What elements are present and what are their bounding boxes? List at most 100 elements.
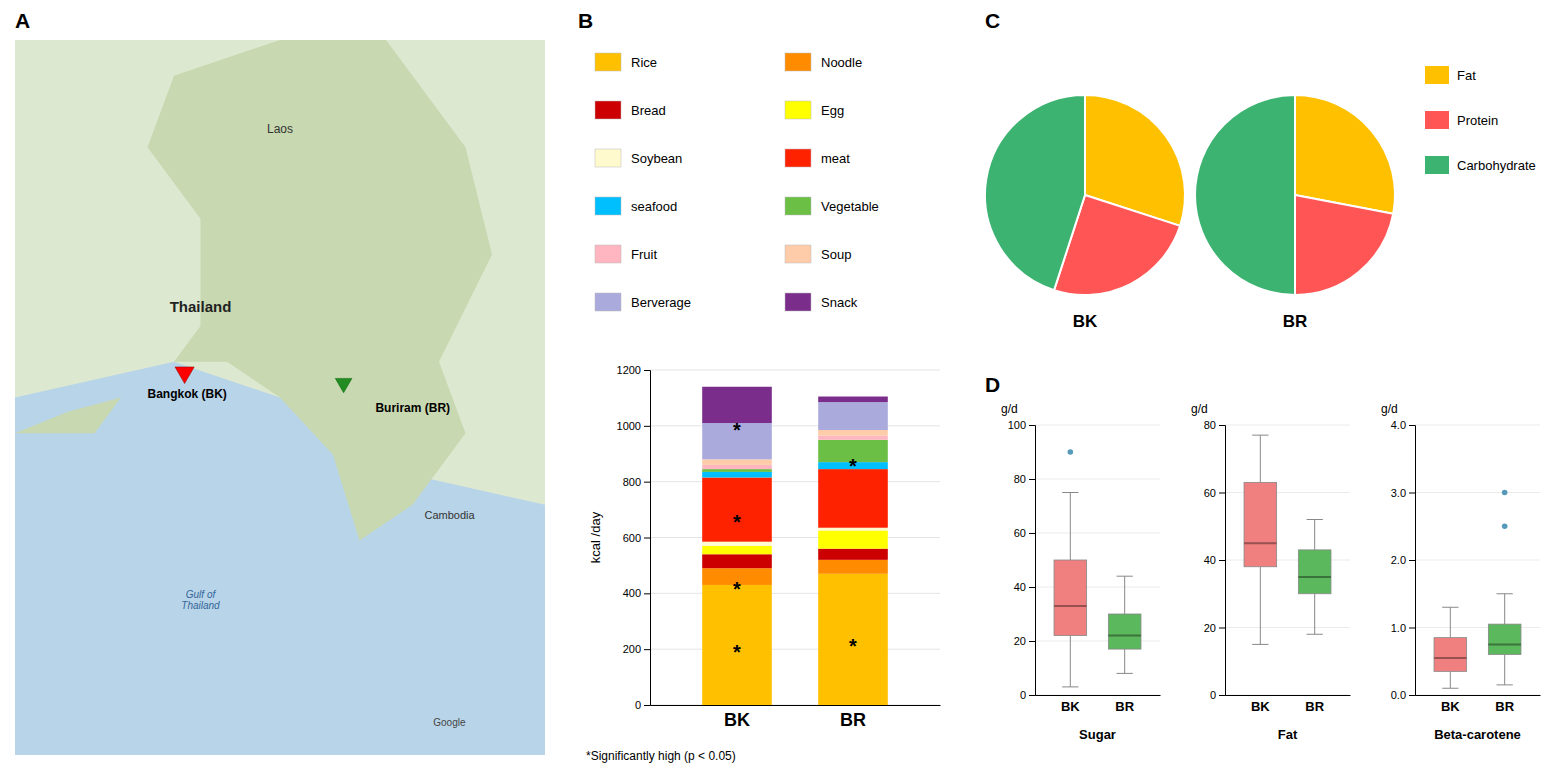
y-tick-mark bbox=[1409, 493, 1415, 494]
y-tick: 1.0 bbox=[1391, 622, 1415, 634]
legend-swatch bbox=[785, 197, 811, 215]
median bbox=[1054, 605, 1087, 607]
pie bbox=[1195, 95, 1395, 295]
y-tick: 40 bbox=[1014, 581, 1035, 593]
box-body bbox=[1244, 482, 1277, 566]
bar-segment bbox=[818, 430, 888, 436]
legend-label: meat bbox=[821, 151, 850, 166]
cap-low bbox=[1497, 684, 1513, 685]
bars bbox=[702, 387, 888, 705]
y-tick: 40 bbox=[1204, 554, 1225, 566]
grid-line bbox=[650, 705, 940, 706]
box-body bbox=[1054, 560, 1087, 636]
bar-segment bbox=[818, 436, 888, 440]
whisker-high bbox=[1314, 520, 1315, 550]
x-tick-label: BK bbox=[1441, 699, 1460, 714]
map-label: Laos bbox=[267, 122, 293, 136]
legend: FatProteinCarbohydrate bbox=[1425, 66, 1536, 174]
map-label: Cambodia bbox=[425, 509, 476, 521]
grid-line bbox=[650, 481, 940, 482]
y-axis-line bbox=[1029, 426, 1036, 696]
legend-label: Rice bbox=[631, 55, 657, 70]
bar-segment bbox=[818, 397, 888, 403]
x-axis: BKBR bbox=[1416, 695, 1541, 714]
x-axis: BKBR bbox=[651, 705, 941, 730]
y-tick-mark bbox=[1029, 587, 1035, 588]
whisker-high bbox=[1124, 576, 1125, 614]
flier bbox=[1502, 523, 1508, 529]
whisker-low bbox=[1070, 636, 1071, 687]
whisker-low bbox=[1124, 649, 1125, 673]
legend-label: Protein bbox=[1457, 113, 1498, 128]
y-tick-label: 20 bbox=[1014, 635, 1026, 647]
median bbox=[1298, 576, 1331, 578]
bar-segment bbox=[702, 387, 772, 423]
pie-label: BK bbox=[1073, 312, 1098, 331]
y-tick: 60 bbox=[1014, 527, 1035, 539]
bar-segment bbox=[702, 469, 772, 472]
cap-low bbox=[1307, 634, 1323, 635]
grid-line bbox=[650, 593, 940, 594]
y-tick-label: 1200 bbox=[617, 364, 641, 376]
legend-swatch bbox=[785, 149, 811, 167]
x-tick-label: BR bbox=[1305, 699, 1324, 714]
y-axis-line bbox=[1219, 426, 1226, 696]
cap-high bbox=[1497, 593, 1513, 594]
y-tick-label: 1.0 bbox=[1391, 622, 1406, 634]
y-tick: 0 bbox=[1020, 689, 1035, 701]
flier bbox=[1068, 449, 1074, 455]
y-tick-mark bbox=[644, 593, 650, 594]
grid-line bbox=[1415, 425, 1540, 426]
x-axis-line bbox=[1036, 695, 1161, 696]
bar-segment bbox=[702, 542, 772, 546]
y-axis-title: g/d bbox=[1191, 402, 1208, 416]
legend-label: Carbohydrate bbox=[1457, 158, 1536, 173]
boxes bbox=[1054, 449, 1141, 687]
legend-item: seafood bbox=[595, 197, 677, 215]
y-tick-label: 600 bbox=[623, 532, 641, 544]
legend-swatch bbox=[785, 293, 811, 311]
significance-star: * bbox=[733, 578, 741, 600]
annotations: *******Significantly high (p < 0.05) bbox=[586, 419, 857, 763]
y-tick-label: 60 bbox=[1204, 487, 1216, 499]
x-tick-label: BK bbox=[724, 710, 750, 730]
median bbox=[1434, 657, 1467, 659]
grid-line bbox=[1225, 695, 1350, 696]
y-axis: 020040060080010001200 bbox=[617, 364, 651, 711]
y-tick: 60 bbox=[1204, 487, 1225, 499]
y-tick-label: 80 bbox=[1204, 419, 1216, 431]
figure: ALaosThailandBuriram (BR)Bangkok (BK)Cam… bbox=[0, 0, 1563, 779]
whisker-high bbox=[1260, 435, 1261, 482]
legend-item: Berverage bbox=[595, 293, 691, 311]
legend-label: Bread bbox=[631, 103, 666, 118]
grid-line bbox=[650, 370, 940, 371]
whisker-high bbox=[1450, 607, 1451, 637]
x-axis-line bbox=[1226, 695, 1351, 696]
y-axis-title: g/d bbox=[1001, 402, 1018, 416]
note: *Significantly high (p < 0.05) bbox=[586, 749, 736, 763]
bar-segment bbox=[702, 477, 772, 541]
map-label: Thailand bbox=[170, 298, 232, 315]
y-tick-mark bbox=[1409, 425, 1415, 426]
legend-swatch bbox=[595, 149, 621, 167]
legend-label: Vegetable bbox=[821, 199, 879, 214]
y-axis-line bbox=[1409, 426, 1416, 696]
pie bbox=[985, 95, 1185, 295]
legend-swatch bbox=[595, 245, 621, 263]
grid bbox=[1225, 425, 1350, 695]
legend-swatch bbox=[785, 101, 811, 119]
y-tick-label: 20 bbox=[1204, 622, 1216, 634]
pie-slice bbox=[1295, 95, 1395, 214]
significance-star: * bbox=[849, 635, 857, 657]
y-tick-mark bbox=[1219, 560, 1225, 561]
y-tick-mark bbox=[1219, 493, 1225, 494]
cap-high bbox=[1062, 492, 1078, 493]
subplot-title: Fat bbox=[1278, 727, 1298, 742]
map-marker-bk bbox=[175, 367, 194, 384]
significance-star: * bbox=[849, 455, 857, 477]
box bbox=[1108, 576, 1141, 673]
panel-label: B bbox=[578, 9, 593, 32]
x-tick-label: BK bbox=[1061, 699, 1080, 714]
x-axis-line bbox=[651, 705, 941, 706]
x-tick: BK bbox=[1251, 695, 1270, 714]
